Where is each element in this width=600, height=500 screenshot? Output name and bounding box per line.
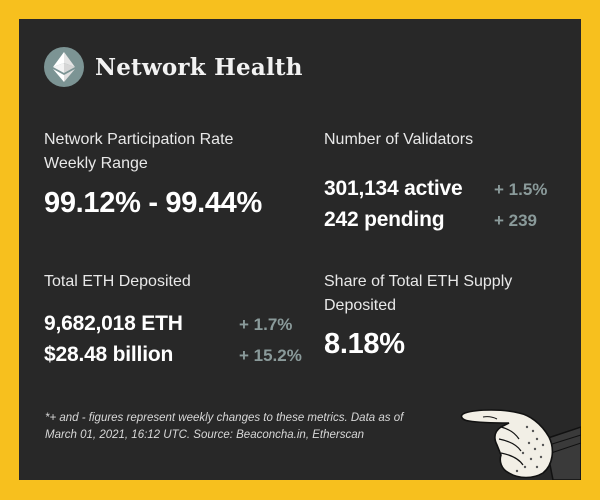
network-health-card: Network Health Network Participation Rat… xyxy=(19,19,581,480)
participation-section: Network Participation Rate Weekly Range … xyxy=(44,128,304,220)
ethereum-logo-icon xyxy=(44,47,84,87)
deposited-eth-row: 9,682,018 ETH + 1.7% xyxy=(44,312,314,343)
footnote-line2: March 01, 2021, 16:12 UTC. Source: Beaco… xyxy=(45,429,364,441)
deposited-eth-change: + 1.7% xyxy=(239,315,293,334)
deposited-usd-value: $28.48 billion xyxy=(44,343,174,366)
deposited-section: Total ETH Deposited 9,682,018 ETH + 1.7%… xyxy=(44,270,314,374)
deposited-usd-row: $28.48 billion + 15.2% xyxy=(44,343,314,374)
header: Network Health xyxy=(44,47,303,87)
participation-sublabel: Weekly Range xyxy=(44,155,148,172)
deposited-eth-value: 9,682,018 ETH xyxy=(44,312,183,335)
page-title: Network Health xyxy=(95,53,303,81)
footnote: *+ and - figures represent weekly change… xyxy=(45,410,425,444)
footnote-line1: *+ and - figures represent weekly change… xyxy=(45,412,404,424)
deposited-label: Total ETH Deposited xyxy=(44,273,191,290)
participation-value: 99.12% - 99.44% xyxy=(44,187,262,219)
share-label: Share of Total ETH Supply xyxy=(324,273,513,290)
participation-label: Network Participation Rate xyxy=(44,131,234,148)
share-sublabel: Deposited xyxy=(324,297,397,314)
validators-active-row: 301,134 active + 1.5% xyxy=(324,177,569,208)
validators-pending-value: 242 pending xyxy=(324,208,445,231)
share-section: Share of Total ETH Supply Deposited 8.18… xyxy=(324,270,564,361)
validators-active-value: 301,134 active xyxy=(324,177,463,200)
share-value: 8.18% xyxy=(324,328,405,360)
validators-label: Number of Validators xyxy=(324,131,474,148)
validators-active-change: + 1.5% xyxy=(494,180,548,199)
validators-pending-change: + 239 xyxy=(494,211,538,230)
validators-section: Number of Validators 301,134 active + 1.… xyxy=(324,128,569,239)
pointing-hand-icon xyxy=(460,409,581,480)
validators-pending-row: 242 pending + 239 xyxy=(324,208,569,239)
deposited-usd-change: + 15.2% xyxy=(239,346,302,365)
